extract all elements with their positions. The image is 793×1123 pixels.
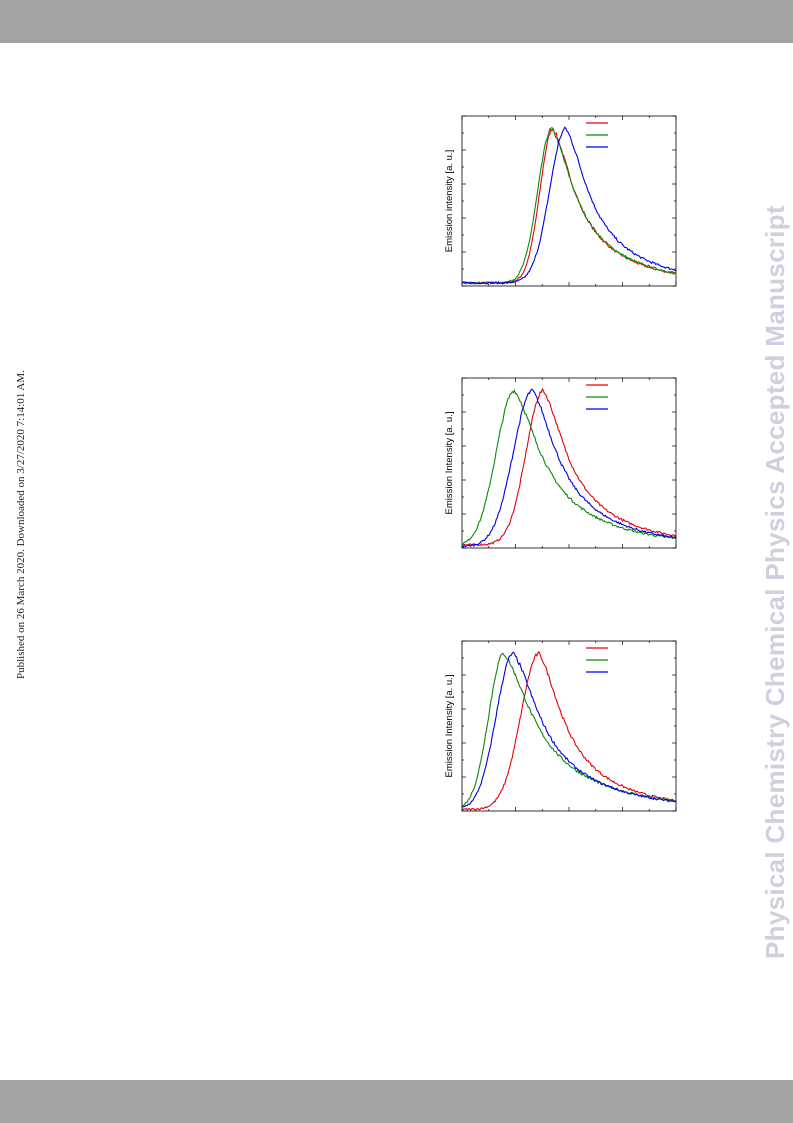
emission-chart-2: Emission Intensity [a. u.] (444, 377, 677, 549)
journal-watermark: Physical Chemistry Chemical Physics Acce… (760, 205, 790, 959)
plot-frame (461, 115, 677, 287)
header-band (0, 0, 793, 43)
emission-chart-1: Emission intensity [a. u.] (444, 115, 677, 287)
published-note: Published on 26 March 2020. Downloaded o… (15, 370, 27, 679)
series-blue-line (461, 388, 677, 548)
y-axis-label: Emission intensity [a. u.] (444, 150, 455, 252)
y-axis-label: Emission Intensity [a. u.] (444, 675, 455, 778)
series-green-line (462, 127, 677, 285)
series-blue-line (461, 651, 677, 808)
footer-band (0, 1080, 793, 1123)
emission-chart-3: Emission Intensity [a. u.] (444, 640, 677, 812)
series-blue-line (461, 126, 677, 285)
series-red-line (461, 127, 676, 285)
y-axis-label: Emission Intensity [a. u.] (444, 412, 455, 515)
series-red-line (461, 387, 677, 547)
series-red-line (461, 651, 676, 811)
series-green-line (461, 388, 677, 546)
series-green-line (461, 652, 677, 807)
